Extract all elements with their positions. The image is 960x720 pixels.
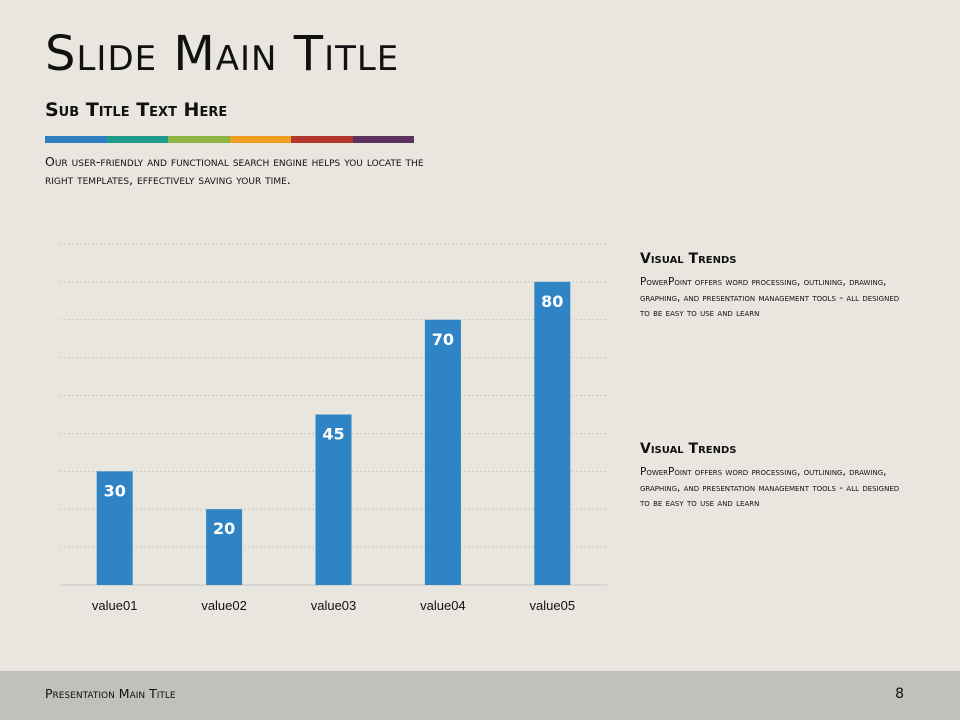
data-label: 30 xyxy=(104,481,126,500)
trend-block-2: Visual Trends PowerPoint offers word pro… xyxy=(640,441,900,512)
x-tick-label: value01 xyxy=(92,598,138,613)
bar xyxy=(315,414,352,585)
strip-segment xyxy=(45,136,107,143)
bar-chart: 30 value01 20 value02 45 value03 70 value04 80 va… xyxy=(60,243,607,613)
bar xyxy=(534,281,571,585)
bar xyxy=(424,319,461,585)
x-tick-label: value03 xyxy=(311,598,357,613)
strip-segment xyxy=(291,136,353,143)
trend-block-1: Visual Trends PowerPoint offers word pro… xyxy=(640,251,900,322)
x-tick-label: value02 xyxy=(201,598,247,613)
footer-bar: Presentation Main Title 8 xyxy=(0,671,960,720)
strip-segment xyxy=(352,136,414,143)
slide-subtitle: Sub Title Text Here xyxy=(45,99,228,121)
strip-segment xyxy=(106,136,168,143)
bar xyxy=(96,471,133,585)
intro-text: Our user-friendly and functional search … xyxy=(45,154,424,187)
footer-title: Presentation Main Title xyxy=(45,686,176,701)
bar xyxy=(206,509,243,585)
slide-title: Slide Main Title xyxy=(45,26,400,82)
x-tick-label: value05 xyxy=(530,598,576,613)
trend-body: PowerPoint offers word processing, outli… xyxy=(640,466,900,509)
data-label: 45 xyxy=(322,425,344,444)
trend-title: Visual Trends xyxy=(640,251,737,267)
data-label: 80 xyxy=(541,292,563,311)
page-number: 8 xyxy=(895,686,904,702)
data-label: 70 xyxy=(432,330,454,349)
data-label: 20 xyxy=(213,519,235,538)
trend-title: Visual Trends xyxy=(640,441,737,457)
strip-segment xyxy=(168,136,230,143)
color-strip xyxy=(45,136,414,143)
strip-segment xyxy=(229,136,291,143)
x-tick-label: value04 xyxy=(420,598,466,613)
trend-body: PowerPoint offers word processing, outli… xyxy=(640,276,900,319)
